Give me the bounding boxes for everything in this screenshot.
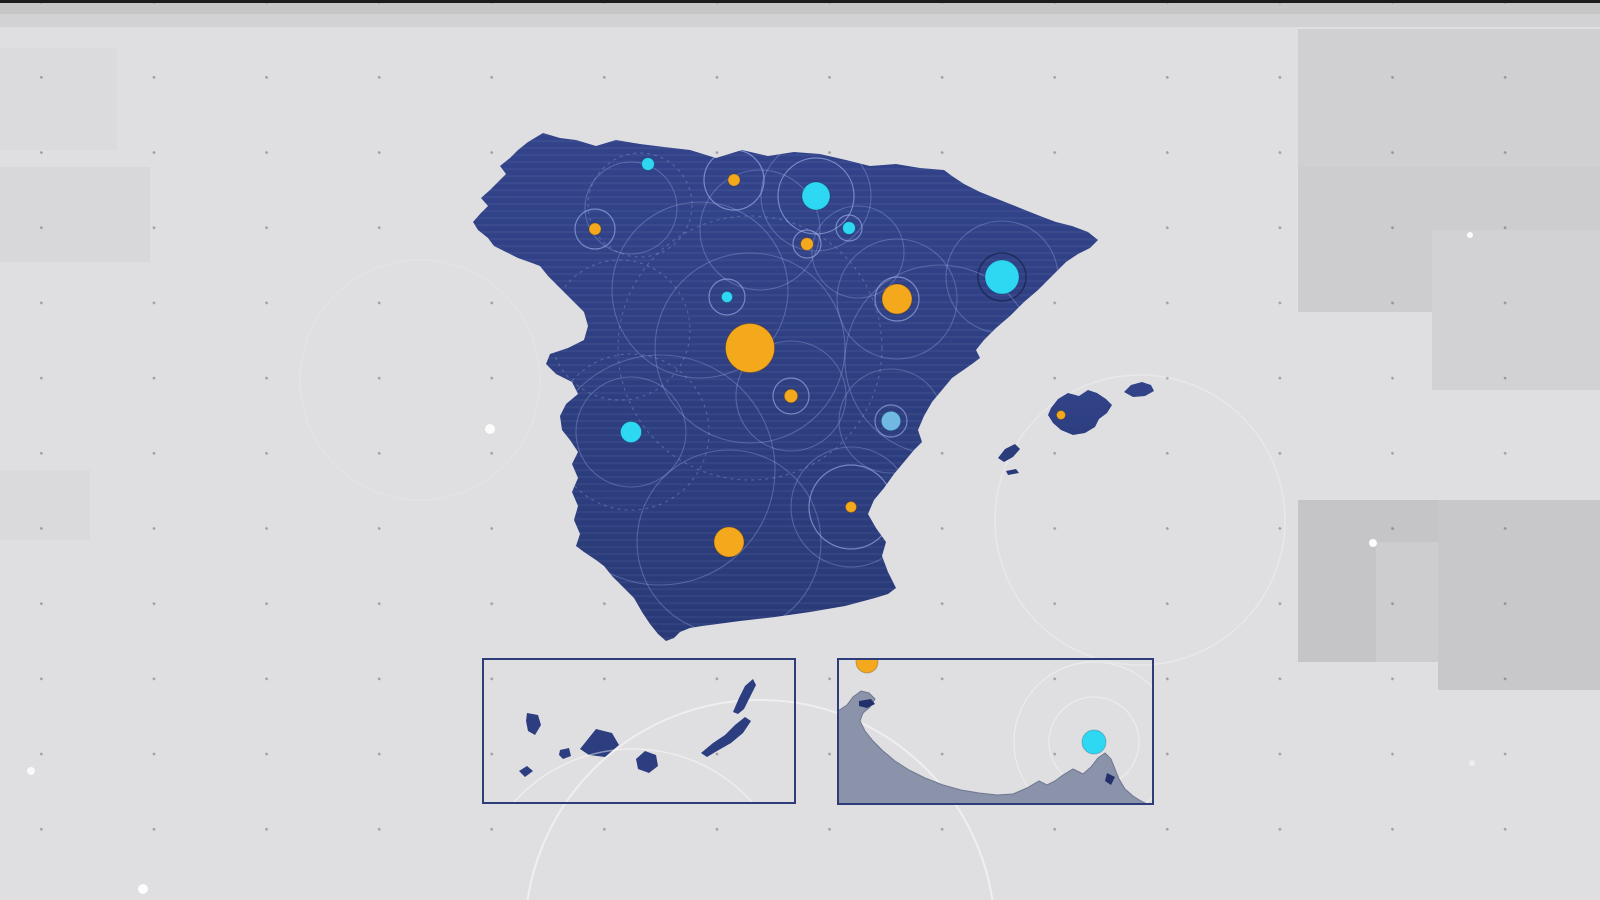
background-speck <box>138 884 148 894</box>
city-marker-cyan <box>842 221 856 235</box>
map-ring <box>835 214 863 242</box>
bg-tile <box>0 3 1600 14</box>
city-marker-cyan <box>641 157 655 171</box>
bg-tile <box>1298 29 1600 167</box>
city-marker-lightblue <box>880 410 902 432</box>
city-markers <box>588 157 1066 558</box>
background-arc <box>526 699 994 900</box>
map-ring <box>611 201 789 379</box>
map-ring <box>836 238 958 360</box>
map-ring <box>584 161 678 255</box>
map-ring <box>574 208 616 250</box>
north-africa-coast-map <box>839 660 1152 803</box>
background-speck <box>1467 232 1473 238</box>
inset-arc <box>1013 661 1152 803</box>
city-marker-orange <box>727 173 741 187</box>
map-ring <box>708 278 746 316</box>
ceuta-territory <box>859 699 875 708</box>
background-speck <box>1469 760 1475 766</box>
map-ring <box>772 377 810 415</box>
city-marker-orange <box>800 237 814 251</box>
inset-city-marker-cyan <box>1081 729 1107 755</box>
canary-islands-map <box>513 679 756 802</box>
city-marker-cyan <box>721 291 733 303</box>
city-marker-orange <box>725 323 775 373</box>
bg-tile <box>1376 542 1438 662</box>
bg-tile <box>0 470 90 540</box>
city-marker-orange <box>881 283 913 315</box>
background-arc <box>299 259 541 501</box>
inset-city-marker-orange <box>855 660 879 674</box>
map-ring <box>617 215 883 481</box>
city-marker-cyan <box>984 259 1020 295</box>
map-ring <box>552 353 710 511</box>
background-speck <box>485 424 495 434</box>
inset-white-arc <box>513 748 753 802</box>
map-ring <box>575 376 687 488</box>
top-edge-line <box>0 0 1600 3</box>
city-marker-orange <box>1056 410 1066 420</box>
bg-tile <box>0 48 117 150</box>
background-speck <box>27 767 35 775</box>
map-ring <box>811 205 905 299</box>
map-ring <box>735 340 847 452</box>
inset-city-markers <box>855 660 1107 755</box>
bg-tile <box>1432 230 1600 390</box>
map-ring <box>699 169 821 291</box>
north-africa-coast-inset <box>837 658 1154 805</box>
canary-islands-inset <box>482 658 796 804</box>
map-ring <box>977 252 1027 302</box>
map-ring <box>587 152 693 258</box>
bg-tile <box>0 167 150 262</box>
city-marker-cyan <box>801 181 831 211</box>
canary-islands <box>519 679 756 777</box>
africa-coastline <box>839 690 1147 803</box>
map-ring <box>874 404 908 438</box>
map-ring <box>792 229 822 259</box>
background-arc <box>994 374 1286 666</box>
melilla-territory <box>1105 773 1115 785</box>
background-speck <box>1369 539 1377 547</box>
map-ring <box>874 276 920 322</box>
map-ring <box>654 252 846 444</box>
city-marker-orange <box>783 388 799 404</box>
city-marker-orange <box>713 526 745 558</box>
bg-tile <box>0 14 1600 27</box>
city-marker-orange <box>588 222 602 236</box>
city-marker-orange <box>845 501 857 513</box>
decorative-rings <box>544 140 1059 635</box>
city-marker-cyan <box>620 421 642 443</box>
bg-tile <box>1438 500 1600 690</box>
